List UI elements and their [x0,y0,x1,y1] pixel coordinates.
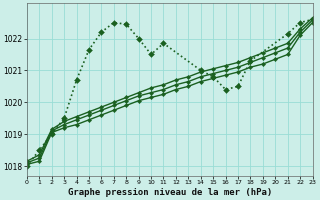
X-axis label: Graphe pression niveau de la mer (hPa): Graphe pression niveau de la mer (hPa) [68,188,272,197]
